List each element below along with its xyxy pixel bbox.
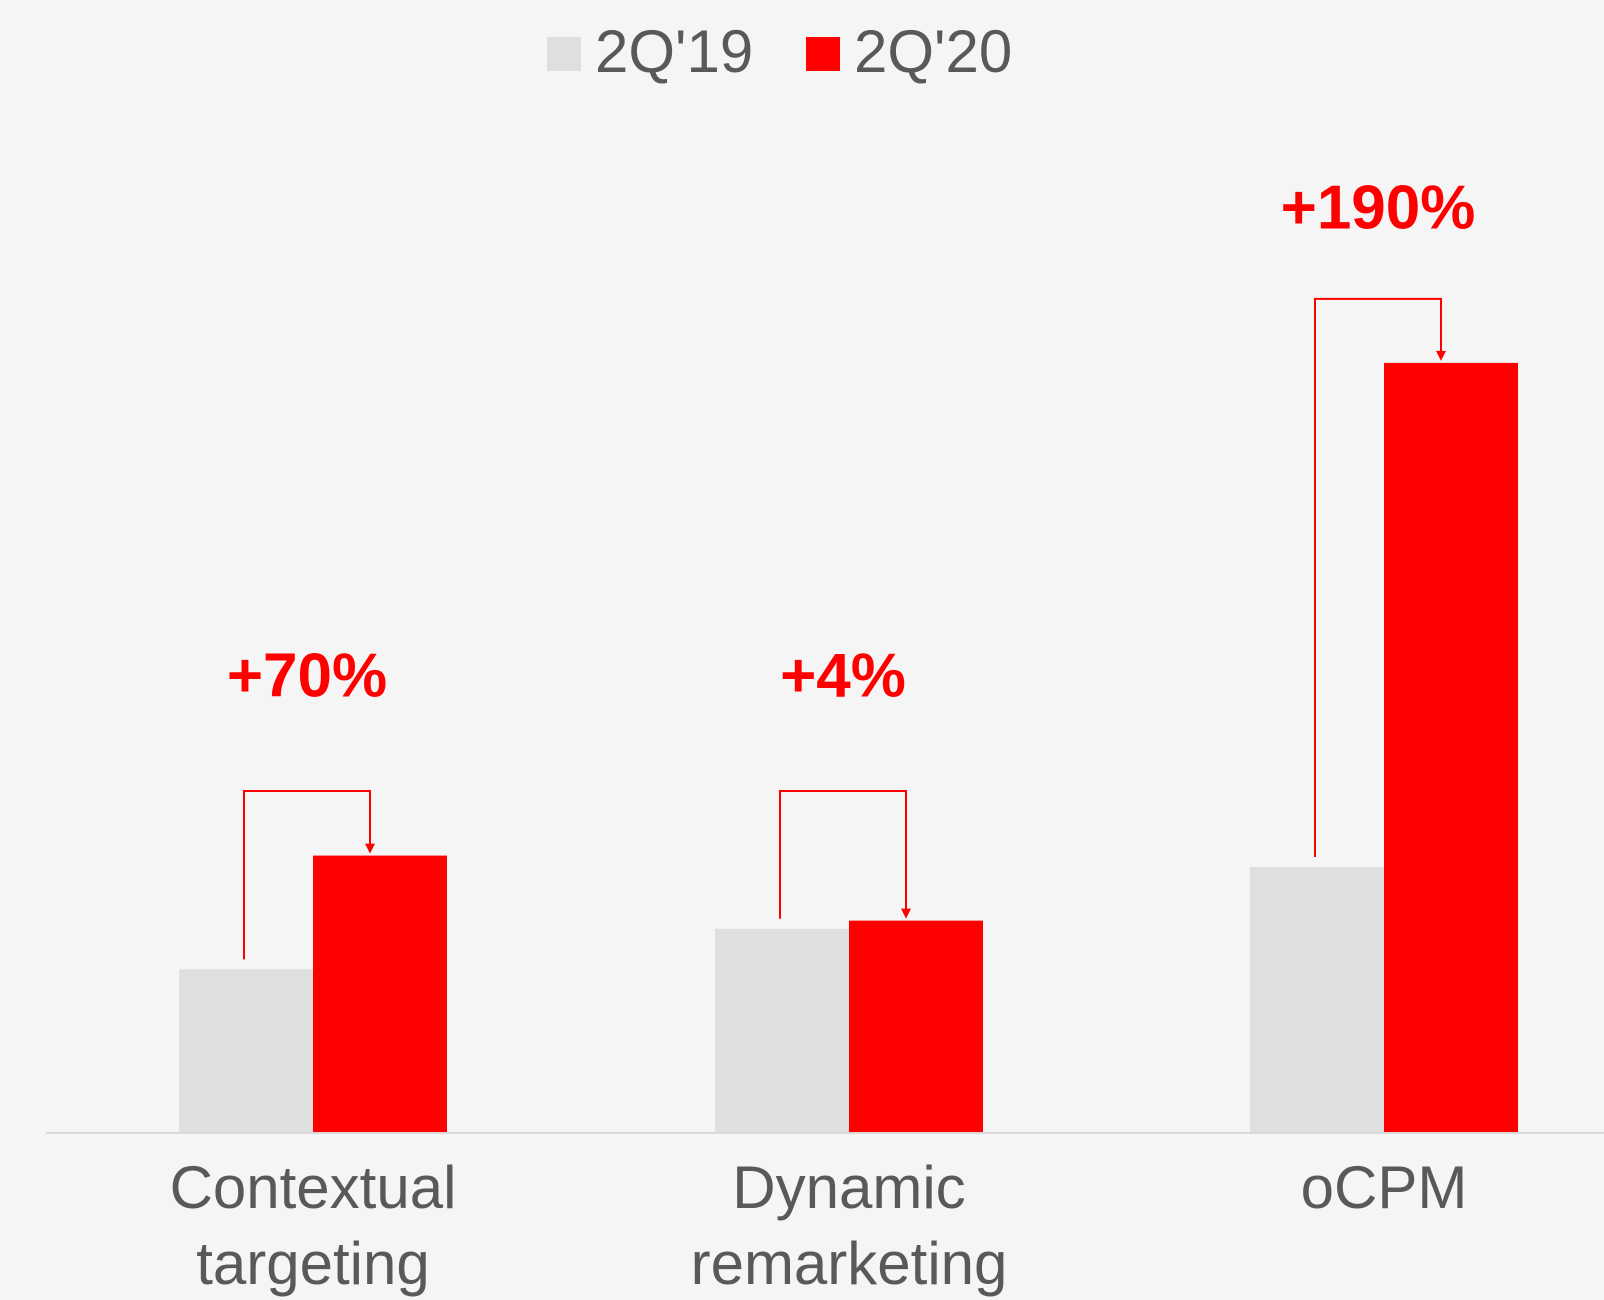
bar (849, 920, 983, 1132)
change-arrow (1314, 297, 1442, 857)
annotation: +190% (1281, 173, 1476, 242)
change-arrow (779, 790, 907, 919)
annotation: +70% (227, 641, 387, 710)
bar (1384, 362, 1518, 1133)
legend-swatch (547, 37, 581, 71)
bar (179, 969, 313, 1132)
bar (313, 855, 447, 1132)
legend-label: 2Q'20 (854, 18, 1012, 85)
arrow-head (365, 843, 375, 854)
legend-swatch (806, 37, 840, 71)
x-tick-label: oCPM (1301, 1154, 1468, 1221)
x-tick-label: Dynamic remarketing (691, 1154, 1008, 1297)
annotation: +4% (780, 641, 906, 710)
change-arrow (243, 790, 371, 960)
bar (1250, 866, 1384, 1132)
legend-label: 2Q'19 (595, 18, 753, 85)
x-tick-label: Contextual targeting (170, 1154, 457, 1297)
arrow-head (1436, 350, 1446, 361)
arrow-head (901, 908, 911, 919)
bar (715, 928, 849, 1132)
